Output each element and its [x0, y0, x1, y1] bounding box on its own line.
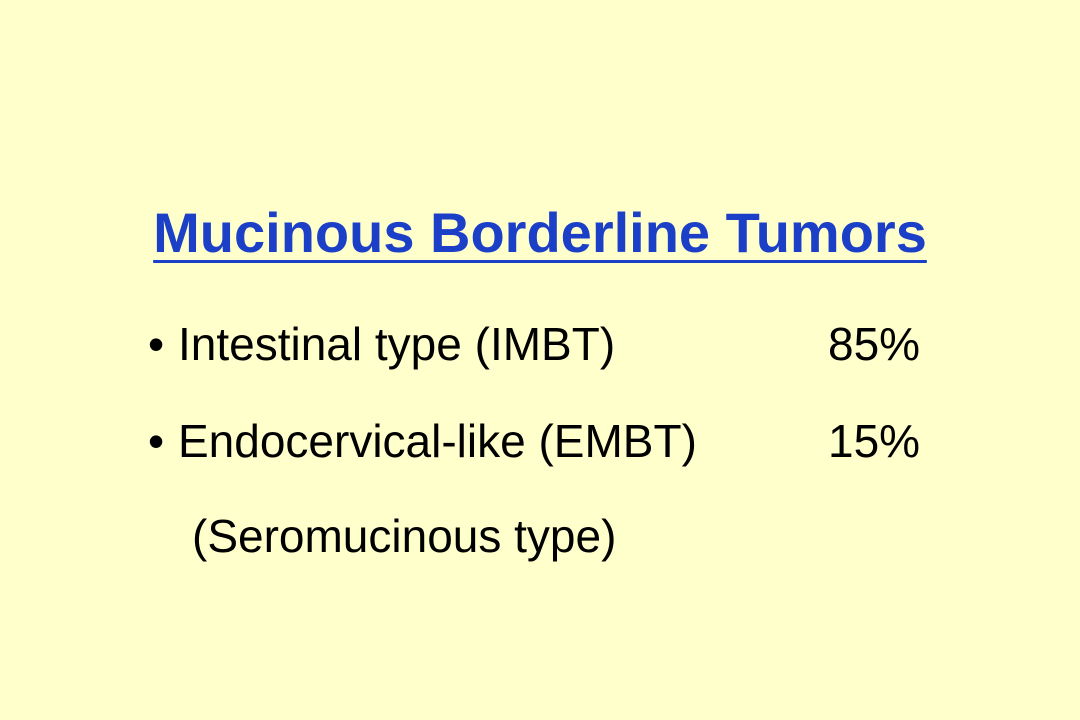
- item-percentage: 15%: [828, 415, 921, 467]
- item-subnote: (Seromucinous type): [192, 510, 617, 562]
- bullet-icon: •: [148, 415, 165, 467]
- slide-title: Mucinous Borderline Tumors: [0, 198, 1080, 268]
- bullet-icon: •: [148, 318, 165, 370]
- item-label: Endocervical-like (EMBT): [178, 415, 697, 467]
- item-percentage: 85%: [828, 318, 921, 370]
- slide-title-text: Mucinous Borderline Tumors: [153, 201, 927, 264]
- item-label: Intestinal type (IMBT): [178, 318, 616, 370]
